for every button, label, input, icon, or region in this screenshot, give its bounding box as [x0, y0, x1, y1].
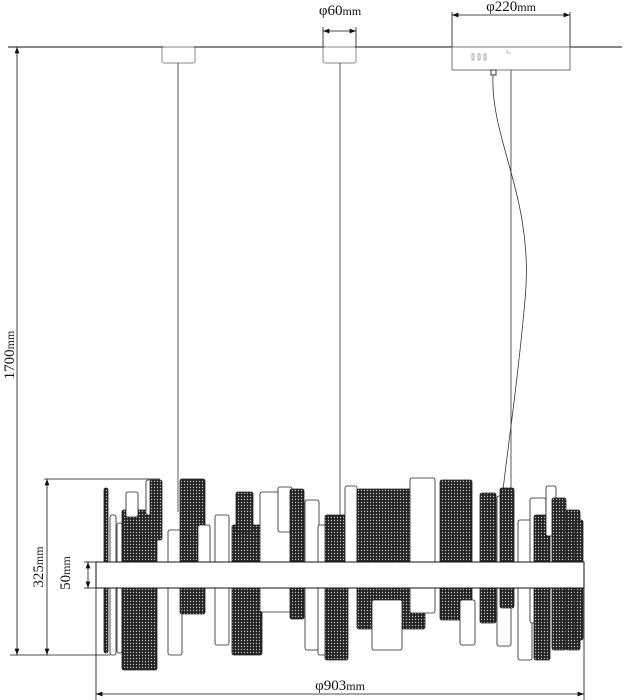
metal-column — [459, 599, 476, 646]
crystal-column — [499, 487, 515, 609]
crystal-column — [235, 491, 254, 533]
suspension-cables — [177, 63, 527, 515]
crystal-column — [149, 479, 163, 541]
chandelier-band — [95, 561, 585, 589]
metal-column — [409, 477, 436, 614]
crystal-column — [439, 479, 473, 621]
svg-text:φ903mm: φ903mm — [315, 678, 366, 694]
svg-text:φ60mm: φ60mm — [319, 3, 362, 19]
crystal-column — [231, 524, 263, 656]
metal-column — [125, 491, 139, 518]
dimension-canopy-small: φ60mm — [319, 3, 362, 47]
svg-text:φ220mm: φ220mm — [486, 0, 537, 15]
dimension-band-height: 50mm — [58, 556, 96, 590]
metal-column — [371, 599, 403, 651]
crystal-column — [289, 488, 305, 620]
svg-text:325mm: 325mm — [31, 546, 47, 588]
svg-text:1700mm: 1700mm — [2, 330, 18, 379]
dimension-body-height: 325mm — [31, 478, 160, 655]
dimension-canopy-large: φ220mm — [451, 0, 571, 47]
svg-text:50mm: 50mm — [58, 556, 74, 590]
dimension-total-height: 1700mm — [2, 47, 110, 656]
crystal-column — [479, 492, 497, 624]
crystal-column — [121, 509, 158, 671]
canopy-left — [161, 46, 196, 64]
metal-column — [197, 524, 211, 566]
dimension-diameter: φ903mm — [95, 588, 585, 700]
canopy-middle — [322, 46, 357, 64]
